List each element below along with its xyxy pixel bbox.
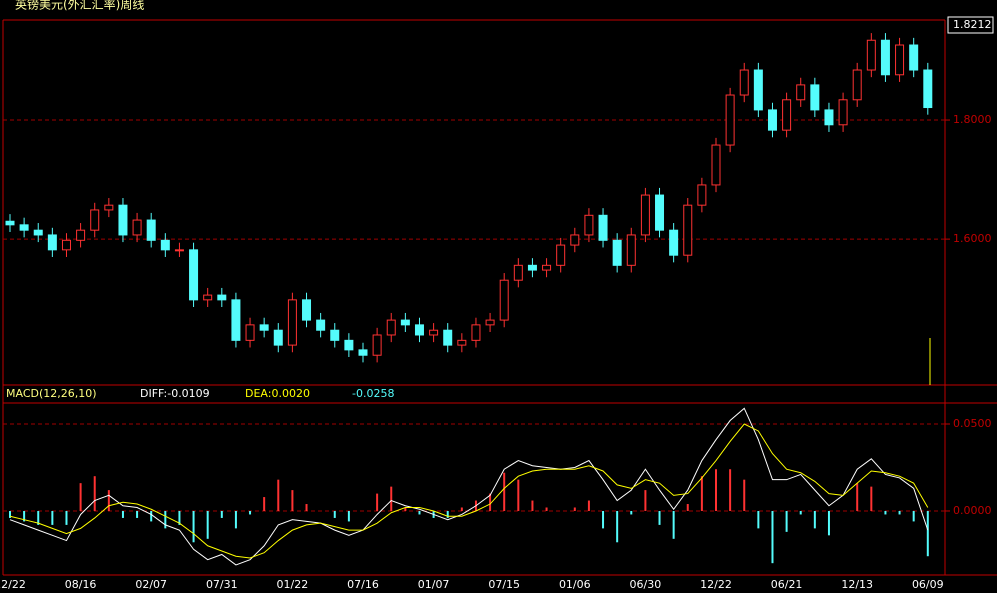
y-tick-label: 1.6000 — [953, 232, 992, 245]
candle-body — [316, 319, 326, 331]
candle-body — [499, 279, 509, 321]
legend-entry: DEA:0.0020 — [245, 387, 310, 400]
candle-body — [556, 244, 566, 266]
legend-entry: -0.0258 — [352, 387, 394, 400]
candle-body — [372, 334, 382, 356]
candle-body — [697, 184, 707, 206]
candle-body — [626, 234, 636, 266]
candle-body — [457, 339, 467, 346]
x-tick-label: 06/09 — [912, 578, 944, 591]
candle-body — [443, 329, 453, 346]
x-tick-label: 07/31 — [206, 578, 238, 591]
x-tick-label: 06/21 — [771, 578, 803, 591]
candle-body — [669, 229, 679, 256]
candle-body — [47, 234, 57, 251]
candle-body — [711, 144, 721, 186]
candle-body — [838, 99, 848, 126]
candle-body — [302, 299, 312, 321]
legend-entry: DIFF:-0.0109 — [140, 387, 210, 400]
candle-body — [5, 220, 15, 226]
candle-body — [796, 84, 806, 101]
candle-body — [725, 94, 735, 146]
x-tick-label: 08/16 — [65, 578, 97, 591]
candle-body — [259, 324, 269, 331]
candle-body — [104, 204, 114, 211]
x-tick-label: 07/16 — [347, 578, 379, 591]
candle-body — [598, 214, 608, 241]
candle-body — [330, 329, 340, 341]
candle-body — [866, 39, 876, 71]
candle-body — [344, 339, 354, 351]
candle-body — [118, 204, 128, 236]
candle-body — [471, 324, 481, 341]
macd-line — [9, 407, 929, 566]
candle-body — [739, 69, 749, 96]
candle-body — [513, 264, 523, 281]
candle-body — [810, 84, 820, 111]
candle-body — [767, 109, 777, 131]
candle-body — [231, 299, 241, 341]
y-tick-label: 0.0500 — [953, 417, 992, 430]
candle-body — [612, 239, 622, 266]
candle-body — [782, 99, 792, 131]
candle-body — [19, 224, 29, 231]
x-tick-label: 07/15 — [488, 578, 520, 591]
x-tick-label: 12/22 — [700, 578, 732, 591]
candle-body — [683, 204, 693, 256]
candle-body — [132, 219, 142, 236]
x-tick-label: 01/06 — [559, 578, 591, 591]
candle-body — [527, 264, 537, 271]
candle-body — [923, 69, 933, 109]
candle-body — [570, 234, 580, 246]
macd-line — [9, 423, 929, 559]
candle-body — [33, 229, 43, 236]
candle-body — [852, 69, 862, 101]
candle-body — [90, 209, 100, 231]
candle-body — [160, 239, 170, 251]
x-tick-label: 01/22 — [277, 578, 309, 591]
candle-body — [287, 299, 297, 346]
x-tick-label: 12/22 — [0, 578, 26, 591]
candle-body — [414, 324, 424, 336]
candle-body — [584, 214, 594, 236]
x-tick-label: 02/07 — [135, 578, 167, 591]
macd-title: MACD(12,26,10) — [6, 387, 97, 400]
candle-body — [880, 39, 890, 76]
candle-body — [76, 229, 86, 241]
candle-body — [655, 194, 665, 231]
x-tick-label: 12/13 — [841, 578, 873, 591]
candle-body — [189, 249, 199, 301]
candle-body — [273, 329, 283, 346]
candle-body — [358, 349, 368, 356]
price-box — [947, 16, 994, 34]
candle-body — [146, 219, 156, 241]
candle-body — [824, 109, 834, 126]
price-label: 1.8212 — [953, 18, 992, 31]
candle-body — [485, 319, 495, 326]
y-tick-label: 1.8000 — [953, 113, 992, 126]
candle-body — [400, 319, 410, 326]
x-tick-label: 06/30 — [630, 578, 662, 591]
candle-body — [429, 329, 439, 336]
candle-body — [640, 194, 650, 236]
candle-body — [174, 249, 184, 252]
x-tick-label: 01/07 — [418, 578, 450, 591]
candle-body — [542, 264, 552, 271]
candle-body — [895, 44, 905, 76]
chart-title: 英镑美元(外汇汇率)周线 — [15, 0, 144, 12]
candle-body — [61, 239, 71, 251]
candle-body — [909, 44, 919, 71]
candle-body — [245, 324, 255, 341]
candle-body — [753, 69, 763, 111]
y-tick-label: 0.0000 — [953, 504, 992, 517]
candle-body — [386, 319, 396, 336]
candle-body — [217, 294, 227, 301]
candle-body — [203, 294, 213, 301]
